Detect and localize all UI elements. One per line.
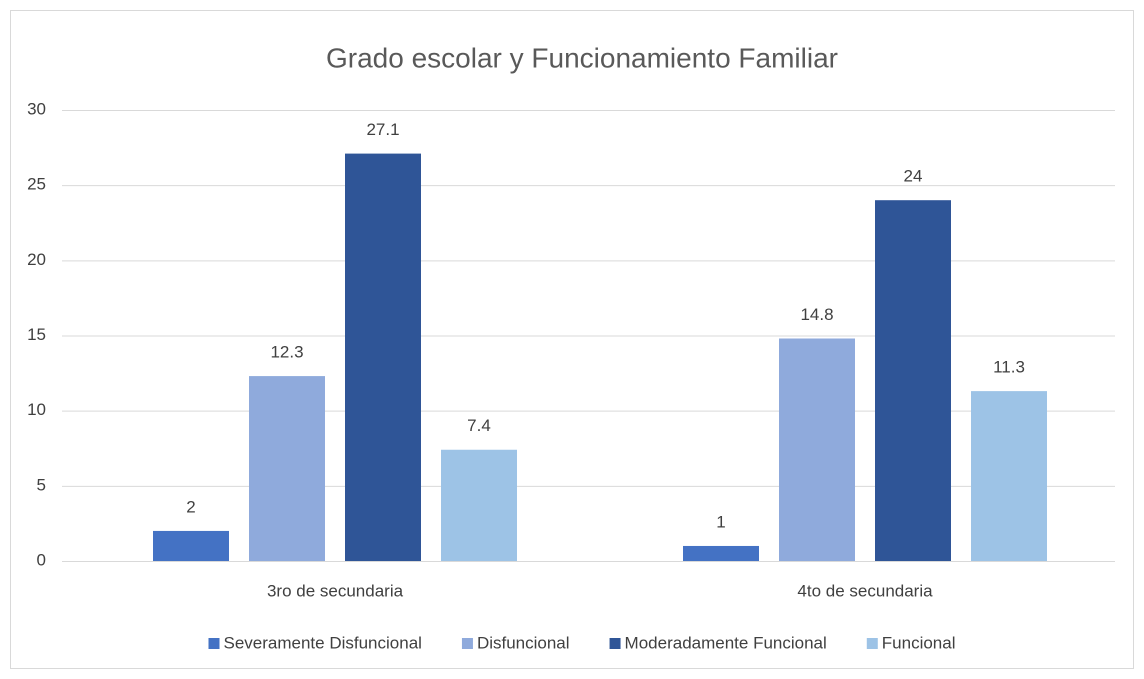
- y-tick-label: 30: [27, 99, 46, 118]
- bar: [153, 530, 229, 561]
- data-label: 27.1: [366, 120, 399, 139]
- y-tick-label: 15: [27, 325, 46, 344]
- data-label: 24: [904, 167, 923, 186]
- data-label: 12.3: [270, 343, 303, 362]
- y-tick-label: 20: [27, 250, 46, 269]
- legend-label: Moderadamente Funcional: [625, 633, 827, 652]
- bar: [971, 391, 1047, 561]
- data-label: 14.8: [800, 305, 833, 324]
- bar: [345, 153, 421, 561]
- chart-border: [10, 10, 1134, 669]
- data-label: 7.4: [467, 416, 491, 435]
- bar: [875, 200, 951, 561]
- bar: [779, 338, 855, 561]
- legend-label: Severamente Disfuncional: [223, 633, 421, 652]
- y-tick-label: 25: [27, 175, 46, 194]
- legend-swatch: [609, 638, 621, 649]
- data-label: 1: [716, 512, 725, 531]
- legend-swatch: [866, 638, 878, 649]
- y-tick-label: 10: [27, 400, 46, 419]
- legend-label: Funcional: [882, 633, 956, 652]
- bar: [441, 449, 517, 561]
- data-label: 11.3: [993, 358, 1025, 377]
- bar: [683, 545, 759, 561]
- x-tick-label: 3ro de secundaria: [267, 581, 404, 600]
- legend-label: Disfuncional: [477, 633, 570, 652]
- legend-swatch: [461, 638, 473, 649]
- data-label: 2: [186, 497, 195, 516]
- legend-swatch: [208, 638, 220, 649]
- chart-title: Grado escolar y Funcionamiento Familiar: [326, 42, 838, 73]
- y-tick-label: 0: [37, 550, 46, 569]
- bar: [249, 376, 325, 561]
- x-tick-label: 4to de secundaria: [797, 581, 933, 600]
- y-tick-label: 5: [37, 475, 46, 494]
